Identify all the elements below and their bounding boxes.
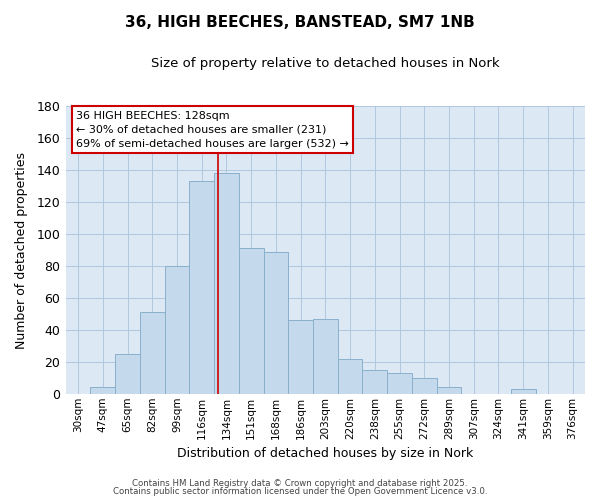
- Bar: [91, 388, 115, 394]
- Bar: [437, 388, 461, 394]
- Text: Contains HM Land Registry data © Crown copyright and database right 2025.: Contains HM Land Registry data © Crown c…: [132, 478, 468, 488]
- Bar: [313, 318, 338, 394]
- Bar: [239, 248, 263, 394]
- Y-axis label: Number of detached properties: Number of detached properties: [15, 152, 28, 348]
- Bar: [214, 174, 239, 394]
- Bar: [140, 312, 164, 394]
- Bar: [115, 354, 140, 394]
- Title: Size of property relative to detached houses in Nork: Size of property relative to detached ho…: [151, 58, 500, 70]
- Text: Contains public sector information licensed under the Open Government Licence v3: Contains public sector information licen…: [113, 487, 487, 496]
- X-axis label: Distribution of detached houses by size in Nork: Distribution of detached houses by size …: [177, 447, 473, 460]
- Bar: [263, 252, 288, 394]
- Bar: [338, 358, 362, 394]
- Bar: [362, 370, 387, 394]
- Bar: [387, 373, 412, 394]
- Text: 36, HIGH BEECHES, BANSTEAD, SM7 1NB: 36, HIGH BEECHES, BANSTEAD, SM7 1NB: [125, 15, 475, 30]
- Text: 36 HIGH BEECHES: 128sqm
← 30% of detached houses are smaller (231)
69% of semi-d: 36 HIGH BEECHES: 128sqm ← 30% of detache…: [76, 110, 349, 148]
- Bar: [190, 182, 214, 394]
- Bar: [288, 320, 313, 394]
- Bar: [511, 389, 536, 394]
- Bar: [164, 266, 190, 394]
- Bar: [412, 378, 437, 394]
